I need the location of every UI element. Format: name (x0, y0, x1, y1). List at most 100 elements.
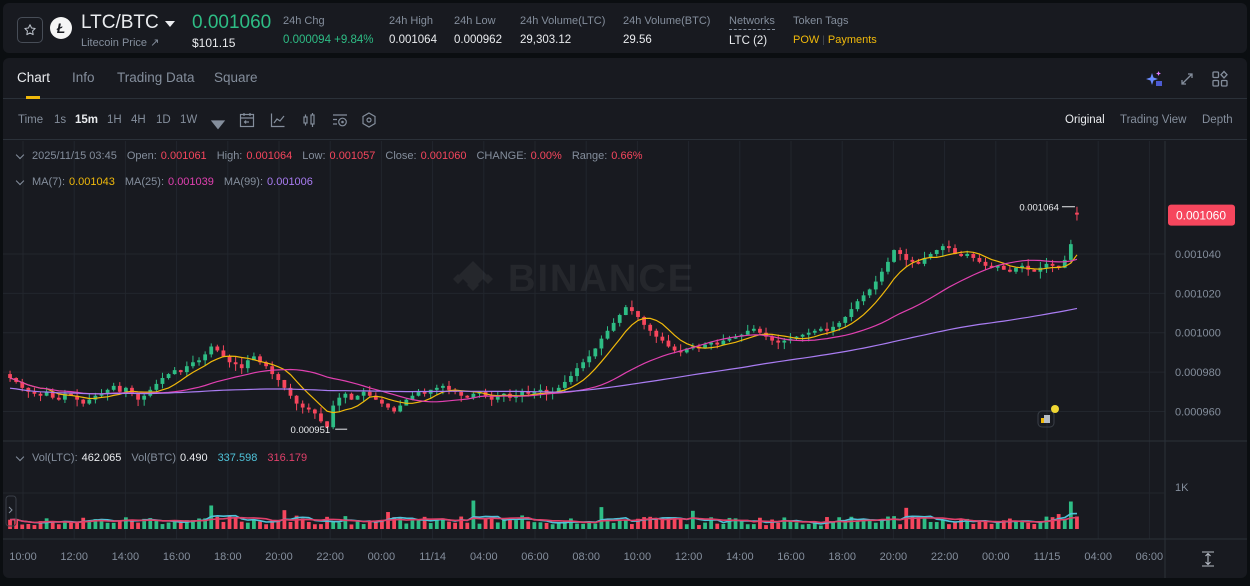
stat-24h-volume-btc: 24h Volume(BTC) 29.56 (623, 15, 711, 46)
binance-watermark-icon: BINANCE (453, 258, 695, 300)
range-value: 0.66% (611, 150, 643, 162)
close-value: 0.001060 (420, 150, 467, 162)
ma99-line (9, 307, 1078, 395)
view-trading-view[interactable]: Trading View (1120, 114, 1187, 126)
x-axis-tick: 00:00 (368, 551, 396, 563)
side-expand-handle[interactable] (5, 495, 17, 527)
x-axis-tick: 06:00 (1136, 551, 1164, 563)
interval-1d[interactable]: 1D (156, 114, 171, 126)
x-axis-tick: 20:00 (265, 551, 293, 563)
volume-bars (8, 500, 1079, 529)
vol-ltc-value: 462.065 (81, 452, 122, 464)
x-axis-tick: 04:00 (1084, 551, 1112, 563)
interval-dropdown-icon[interactable] (209, 115, 227, 133)
stat-24h-low: 24h Low 0.000962 (454, 15, 502, 46)
tag-payments[interactable]: Payments (827, 34, 877, 46)
star-icon (24, 24, 36, 36)
volume-axis-tick: 1K (1175, 482, 1189, 494)
x-axis-tick: 10:00 (9, 551, 37, 563)
vol-ltc-label: Vol(LTC): (32, 452, 78, 464)
candle-type-icon[interactable] (300, 111, 318, 129)
x-axis-tick: 04:00 (470, 551, 498, 563)
stat-token-tags: Token Tags POW | Payments (793, 15, 877, 46)
interval-1h[interactable]: 1H (107, 114, 122, 126)
change-label: CHANGE: (476, 150, 527, 162)
open-value: 0.001061 (160, 150, 207, 162)
x-axis-tick: 10:00 (624, 551, 652, 563)
close-label: Close: (385, 150, 417, 162)
news-widget-icon[interactable] (1037, 410, 1055, 428)
y-axis-tick: 0.001000 (1175, 328, 1221, 340)
view-depth[interactable]: Depth (1202, 114, 1233, 126)
ma7-line (9, 251, 1078, 414)
chart-area[interactable]: 0.001040 0.001020 0.001000 0.000980 0.000960… (3, 141, 1247, 578)
stat-24h-high: 24h High 0.001064 (389, 15, 437, 46)
x-axis-tick: 11/14 (419, 551, 446, 563)
ma25-label: MA(25): (124, 176, 165, 188)
y-axis-tick: 0.000960 (1175, 406, 1221, 418)
time-label: Time (18, 114, 44, 126)
layout-widgets-icon[interactable] (1211, 70, 1229, 88)
ma25-line (9, 258, 1078, 403)
x-axis-tick: 22:00 (316, 551, 344, 563)
collapse-chevron-icon[interactable] (15, 176, 25, 185)
current-price-text: 0.001060 (1176, 209, 1226, 223)
ai-sparkle-icon[interactable] (1145, 70, 1163, 88)
collapse-chevron-icon[interactable] (15, 452, 25, 461)
interval-1s[interactable]: 1s (54, 114, 67, 126)
indicator-icon[interactable] (269, 111, 287, 129)
chart-settings-icon[interactable] (331, 111, 349, 129)
y-axis-tick: 0.000980 (1175, 367, 1221, 379)
vol-ma5-value: 337.598 (217, 452, 258, 464)
x-axis-tick: 12:00 (675, 551, 703, 563)
pair-selector[interactable]: LTC/BTC (81, 12, 175, 34)
ticker-bar: Ł LTC/BTC Litecoin Price ↗ 0.001060 $101… (3, 3, 1247, 53)
svg-text:BINANCE: BINANCE (508, 258, 695, 300)
favorite-button[interactable] (17, 17, 43, 43)
tab-info[interactable]: Info (72, 70, 95, 85)
auto-scale-icon[interactable] (1202, 551, 1214, 567)
x-axis-tick: 00:00 (982, 551, 1010, 563)
ma25-value: 0.001039 (168, 176, 214, 188)
tab-trading-data[interactable]: Trading Data (117, 70, 195, 85)
collapse-chevron-icon[interactable] (15, 150, 25, 159)
hexagon-settings-icon[interactable] (360, 111, 378, 129)
tag-pow[interactable]: POW (793, 34, 820, 46)
stat-24h-change: 24h Chg 0.000094 +9.84% (283, 15, 374, 46)
vol-btc-label: Vol(BTC) (131, 452, 177, 464)
x-axis-tick: 18:00 (214, 551, 242, 563)
interval-1w[interactable]: 1W (180, 114, 198, 126)
y-axis-tick: 0.001040 (1175, 249, 1221, 261)
volume-legend: Vol(LTC): 462.065 Vol(BTC) 0.490 337.598 3… (15, 452, 313, 464)
low-label: Low: (302, 150, 326, 162)
ma99-label: MA(99): (223, 176, 264, 188)
stat-networks[interactable]: Networks LTC (2) (729, 15, 775, 47)
interval-4h[interactable]: 4H (131, 114, 146, 126)
litecoin-logo-icon: Ł (50, 17, 72, 39)
high-label: High: (216, 150, 243, 162)
tab-square[interactable]: Square (214, 70, 258, 85)
ohlc-legend: 2025/11/15 03:45 Open: 0.001061 High: 0.00… (15, 150, 649, 162)
pair-name: LTC/BTC (81, 12, 159, 33)
view-original[interactable]: Original (1065, 114, 1105, 126)
active-tab-indicator (26, 96, 40, 99)
range-label: Range: (571, 150, 608, 162)
coin-price-link[interactable]: Litecoin Price ↗ (81, 37, 160, 49)
expand-icon[interactable] (1179, 71, 1195, 87)
caret-down-icon (164, 21, 175, 27)
tab-chart[interactable]: Chart (17, 70, 51, 85)
x-axis-tick: 22:00 (931, 551, 959, 563)
x-axis-tick: 14:00 (112, 551, 140, 563)
calendar-icon[interactable] (238, 111, 256, 129)
x-axis-tick: 20:00 (880, 551, 908, 563)
open-label: Open: (126, 150, 157, 162)
high-marker-label: 0.001064 (1019, 203, 1059, 214)
tag-separator: | (822, 35, 825, 46)
ma7-label: MA(7): (32, 176, 65, 188)
vol-btc-value: 0.490 (180, 452, 208, 464)
high-value: 0.001064 (246, 150, 293, 162)
current-price-badge (1168, 204, 1235, 226)
candlestick-chart[interactable]: 0.001040 0.001020 0.001000 0.000980 0.000960… (3, 141, 1247, 578)
panel-tabs: Chart Info Trading Data Square (3, 58, 1247, 99)
interval-15m[interactable]: 15m (75, 114, 99, 126)
